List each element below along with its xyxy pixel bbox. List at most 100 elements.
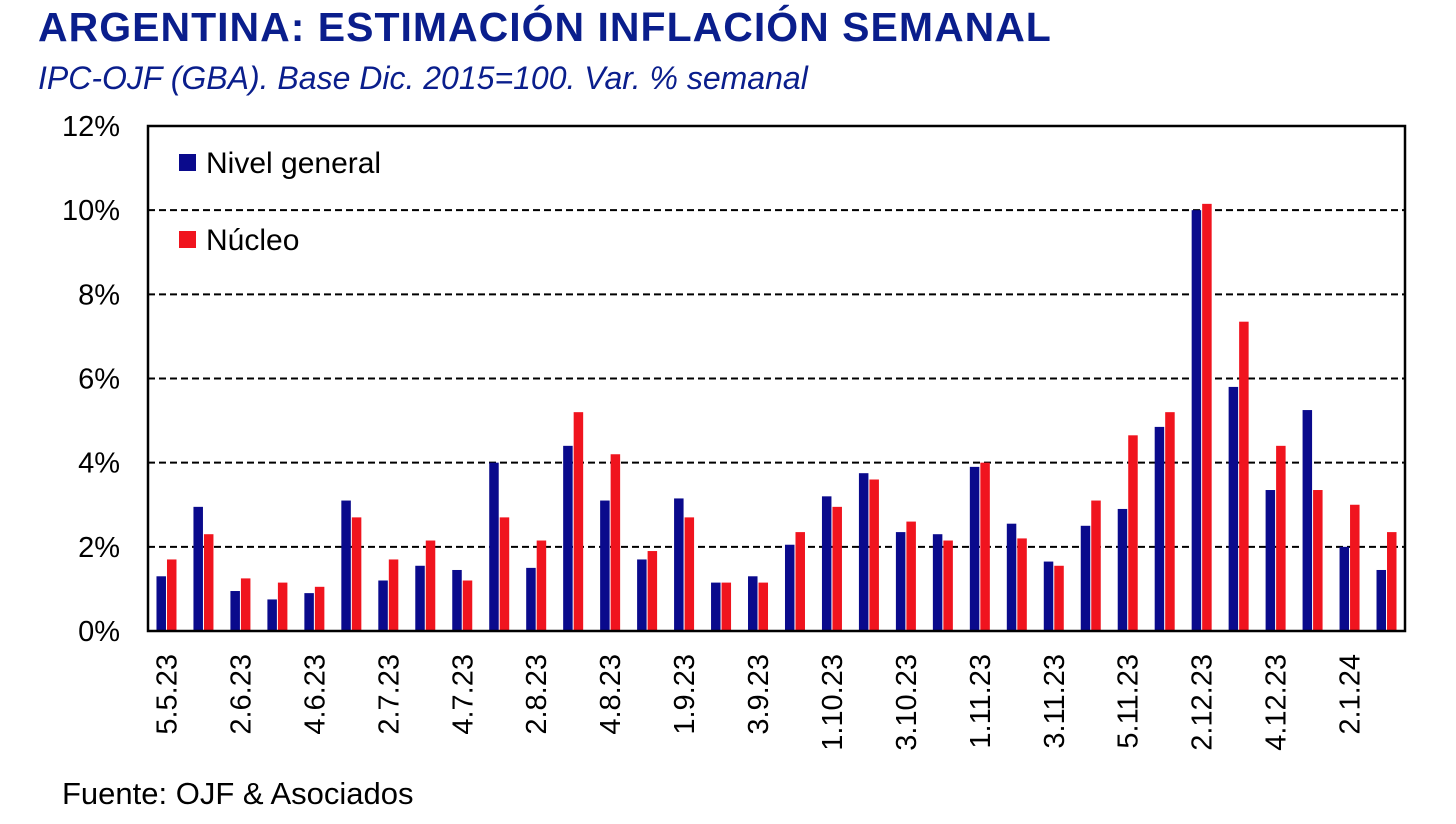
bar-nivel-general — [895, 532, 906, 631]
bar-nucleo — [647, 551, 658, 631]
bar-nucleo — [1350, 504, 1360, 631]
bar-nucleo — [166, 559, 177, 631]
bar-nucleo — [462, 580, 473, 631]
bar-nivel-general — [1043, 561, 1054, 631]
x-tick-label: 4.8.23 — [595, 654, 627, 735]
legend-swatch-nucleo — [179, 231, 196, 248]
bar-nucleo — [1091, 500, 1101, 631]
x-tick-label: 3.11.23 — [1039, 654, 1071, 749]
bar-nucleo — [351, 517, 362, 631]
bar-nivel-general — [600, 500, 610, 631]
bar-nucleo — [869, 479, 879, 631]
bar-nivel-general — [267, 599, 277, 631]
bar-nivel-general — [1376, 569, 1387, 631]
bar-nivel-general — [1339, 546, 1350, 631]
bar-nivel-general — [526, 567, 536, 631]
bar-nucleo — [758, 582, 769, 631]
legend: Nivel general Núcleo — [179, 147, 381, 257]
bar-nucleo — [314, 586, 325, 631]
bar-nivel-general — [1117, 508, 1128, 631]
bar-nivel-general — [637, 559, 647, 631]
source-note: Fuente: OJF & Asociados — [62, 776, 414, 811]
bar-nivel-general — [1080, 525, 1091, 631]
bar-nucleo — [1387, 532, 1397, 631]
bar-nucleo — [1165, 412, 1175, 631]
bar-nucleo — [1017, 538, 1027, 631]
bar-nivel-general — [821, 496, 832, 631]
bar-nivel-general — [193, 506, 203, 631]
x-tick-label: 5.5.23 — [151, 654, 183, 735]
x-tick-label: 2.12.23 — [1187, 654, 1219, 751]
x-tick-label: 2.1.24 — [1335, 654, 1367, 735]
gridlines — [148, 209, 1405, 548]
bar-nivel-general — [304, 593, 314, 631]
bar-nivel-general — [784, 544, 795, 631]
x-tick-label: 2.6.23 — [225, 654, 257, 735]
bar-nucleo — [536, 540, 547, 631]
x-tick-label: 1.9.23 — [669, 654, 701, 735]
y-tick-label: 4% — [78, 448, 120, 480]
bar-nucleo — [721, 582, 732, 631]
bar-nucleo — [277, 582, 288, 631]
bar-nucleo — [1313, 490, 1323, 631]
bar-nucleo — [388, 559, 399, 631]
plot-frame — [146, 124, 1407, 633]
bar-nivel-general — [674, 498, 684, 631]
x-tick-label: 1.10.23 — [817, 654, 849, 751]
bar-nivel-general — [452, 569, 462, 631]
bar-nucleo — [1128, 435, 1138, 631]
bar-nucleo — [1276, 445, 1286, 631]
x-tick-label: 5.11.23 — [1113, 654, 1145, 749]
bar-nucleo — [684, 517, 695, 631]
bar-nucleo — [240, 578, 251, 631]
bar-nucleo — [499, 517, 510, 631]
bar-nucleo — [832, 506, 842, 631]
y-tick-label: 2% — [78, 532, 120, 564]
bar-nivel-general — [932, 534, 943, 631]
bar-nivel-general — [415, 565, 425, 631]
chart-subtitle: IPC-OJF (GBA). Base Dic. 2015=100. Var. … — [38, 60, 808, 96]
x-tick-label: 2.8.23 — [521, 654, 553, 735]
bar-nivel-general — [341, 500, 351, 631]
bar-nivel-general — [230, 591, 240, 631]
x-axis-ticks: 5.5.23 2.6.23 4.6.23 2.7.23 4.7.23 2.8.23 4.8.… — [151, 654, 1366, 751]
x-tick-label: 4.12.23 — [1261, 654, 1293, 751]
y-axis-ticks: 0% 2% 4% 6% 8% 10% 12% — [62, 111, 120, 648]
bars — [156, 203, 1397, 631]
bar-nivel-general — [1302, 410, 1313, 631]
bar-nucleo — [610, 454, 621, 631]
bar-nucleo — [980, 462, 990, 631]
x-tick-label: 2.7.23 — [373, 654, 405, 735]
bar-nucleo — [425, 540, 436, 631]
bar-nucleo — [573, 412, 584, 631]
bar-nivel-general — [969, 466, 980, 631]
y-tick-label: 0% — [78, 616, 120, 648]
bar-nivel-general — [1006, 523, 1017, 631]
bar-nivel-general — [378, 580, 388, 631]
x-tick-label: 4.7.23 — [447, 654, 479, 735]
legend-label-nivel-general: Nivel general — [206, 147, 381, 180]
chart-title: ARGENTINA: ESTIMACIÓN INFLACIÓN SEMANAL — [38, 4, 1052, 50]
y-tick-label: 10% — [62, 195, 120, 227]
bar-nivel-general — [156, 576, 166, 631]
bar-nivel-general — [1228, 386, 1239, 631]
y-tick-label: 6% — [78, 364, 120, 396]
x-tick-label: 3.10.23 — [891, 654, 923, 751]
bar-nivel-general — [748, 576, 758, 631]
bar-nucleo — [795, 532, 805, 631]
x-tick-label: 1.11.23 — [965, 654, 997, 749]
bar-nivel-general — [1154, 426, 1165, 631]
bar-nivel-general — [858, 473, 869, 631]
bar-nucleo — [1239, 321, 1249, 631]
y-tick-label: 8% — [78, 279, 120, 311]
bar-nivel-general — [711, 582, 721, 631]
legend-label-nucleo: Núcleo — [206, 224, 299, 257]
bar-nivel-general — [1191, 210, 1202, 631]
bar-nivel-general — [1265, 490, 1276, 631]
y-tick-label: 12% — [62, 111, 120, 143]
legend-swatch-nivel-general — [179, 154, 196, 171]
bar-nivel-general — [489, 462, 499, 631]
x-tick-label: 3.9.23 — [743, 654, 775, 735]
bar-nucleo — [1054, 565, 1064, 631]
